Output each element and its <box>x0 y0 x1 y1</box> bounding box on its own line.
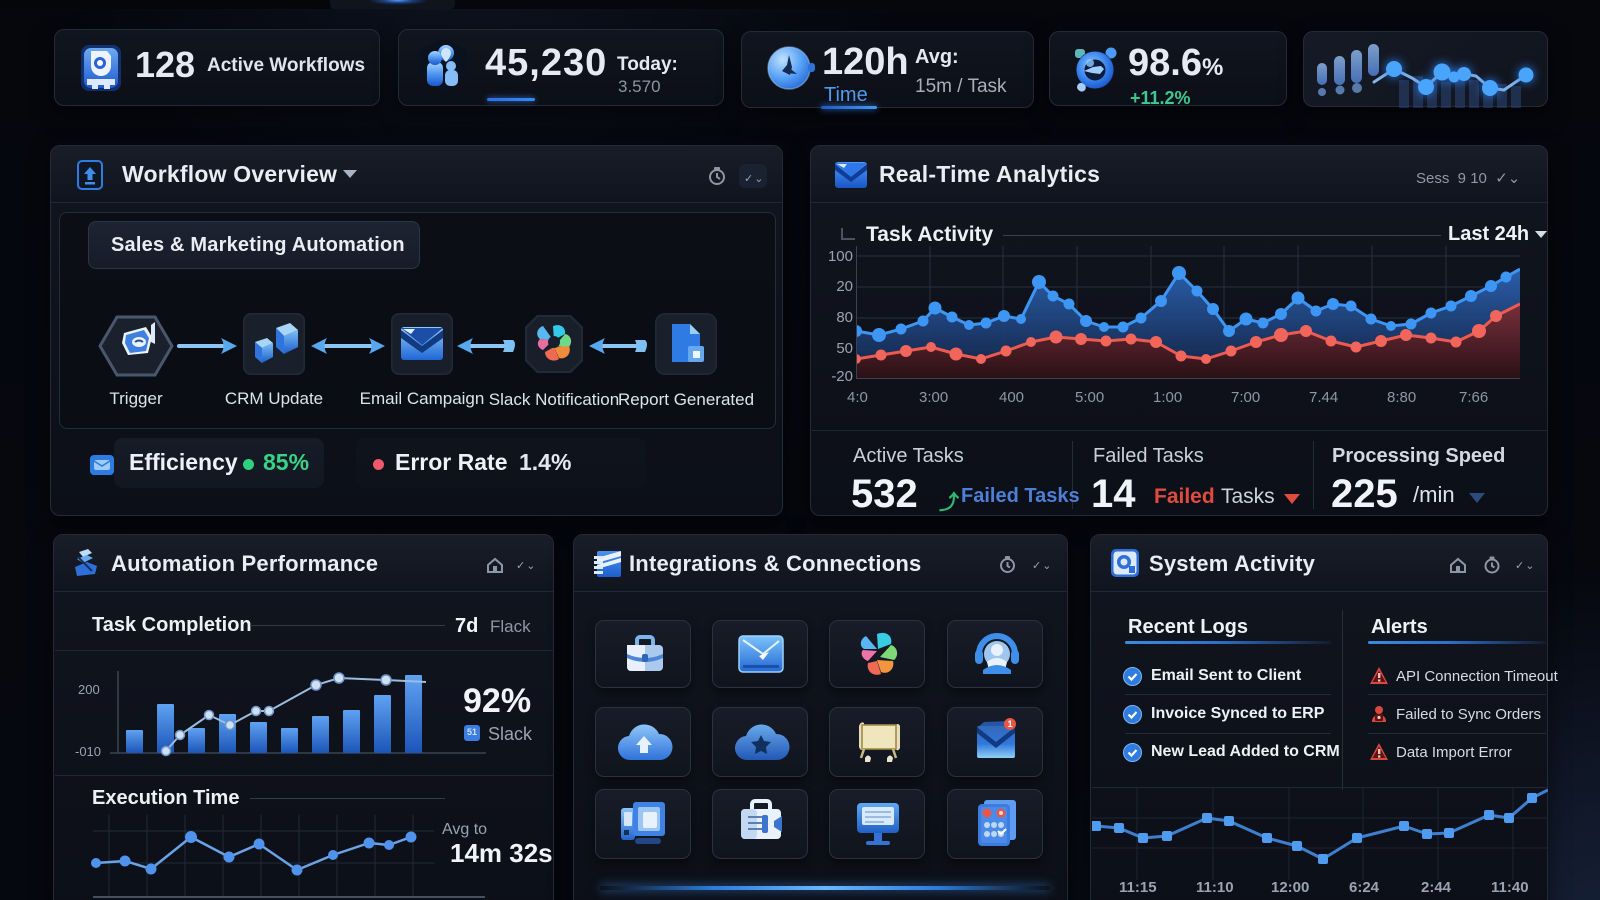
svg-text:1: 1 <box>1007 719 1012 729</box>
